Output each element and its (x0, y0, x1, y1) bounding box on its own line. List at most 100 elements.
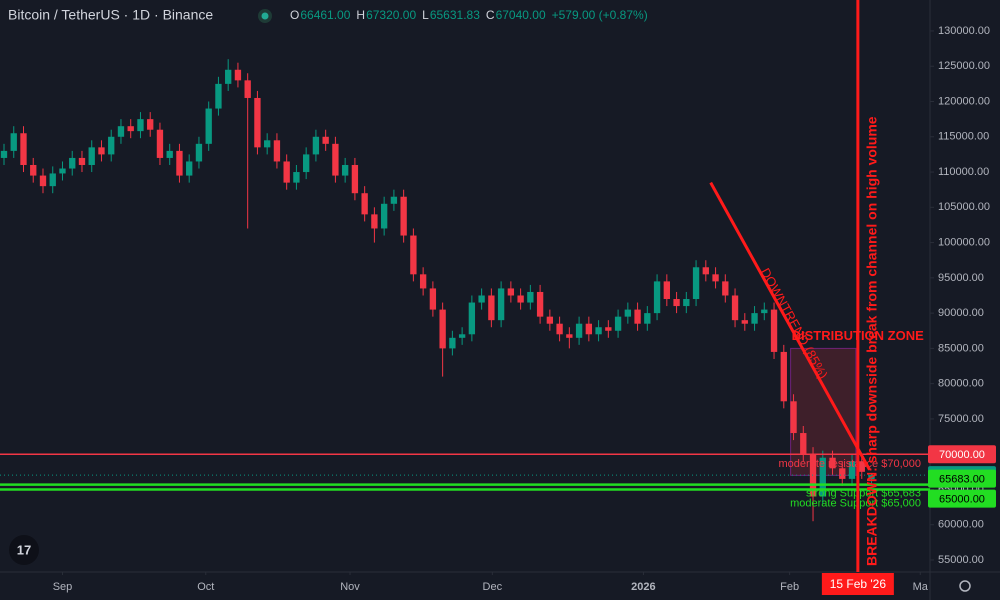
candle-body (692, 267, 700, 300)
candle-body (264, 140, 271, 148)
event-badge-label: 15 Feb '26 (830, 577, 887, 591)
candle-body (341, 164, 349, 176)
candle-body (39, 175, 47, 187)
candle-body (254, 97, 261, 148)
candle-body (497, 288, 505, 321)
candle-body (371, 214, 378, 229)
tv-logo: 17 (9, 535, 39, 565)
price-badge (928, 489, 996, 508)
candle-body (829, 457, 836, 469)
candle-body (780, 351, 787, 402)
y-tick-label: 55000.00 (938, 554, 984, 566)
candle-body (731, 295, 739, 321)
event-badge (821, 573, 894, 595)
ohlc-value: 65631.83 (430, 8, 480, 22)
candle-body (702, 267, 709, 275)
candle-body (88, 147, 95, 165)
y-tick-label: 110000.00 (938, 166, 989, 178)
price-badge-label: 70000.00 (939, 449, 985, 461)
candle-body (59, 168, 66, 174)
y-tick-label: 125000.00 (938, 60, 990, 72)
candle-body (166, 150, 173, 158)
candle-body (429, 288, 437, 310)
candle-body (575, 323, 583, 338)
candle-body (283, 161, 290, 183)
candle-body (302, 154, 310, 173)
candle-body (186, 161, 193, 176)
candle-body (390, 196, 398, 204)
candle-body (468, 302, 476, 335)
ohlc-letter: H (356, 8, 365, 22)
y-tick-label: 90000.00 (938, 307, 984, 319)
y-tick-label: 95000.00 (938, 272, 984, 284)
header: Bitcoin / TetherUS · 1D · Binance (8, 7, 272, 23)
candle-body (663, 281, 670, 300)
level-text: moderate Support $65,000 (790, 497, 921, 509)
candle-body (517, 295, 524, 303)
candle-body (644, 313, 651, 324)
candle-body (722, 281, 729, 296)
candle-body (156, 129, 164, 158)
price-badge-label: 65000.00 (939, 494, 985, 506)
event-text: BREAKDOWN: sharp downside break from cha… (864, 116, 880, 566)
candle-body (419, 274, 427, 289)
candle-body (556, 323, 563, 335)
candle-body (322, 136, 329, 144)
ohlc-letter: O (290, 8, 299, 22)
x-tick-label: Ma (913, 581, 929, 593)
candle-body (176, 150, 183, 176)
candle-body (78, 157, 86, 165)
candle-body (137, 119, 144, 132)
level-text: moderate resistance $70,000 (779, 458, 921, 470)
candle-body (653, 281, 661, 314)
candle-body (439, 309, 446, 349)
candle-body (215, 83, 222, 109)
candle-body (147, 119, 154, 130)
ohlc-letter: C (486, 8, 495, 22)
y-tick-label: 130000.00 (938, 25, 990, 37)
plot-area (0, 59, 930, 522)
price-badge (928, 445, 996, 464)
candle-body (98, 147, 105, 155)
candle-body (790, 401, 797, 434)
candle-body (293, 172, 300, 183)
ohlc-change: +579.00 (+0.87%) (552, 8, 648, 22)
candle-body (10, 133, 17, 151)
candle-body (770, 309, 778, 352)
candle-body (273, 140, 281, 162)
candle-body (507, 288, 515, 296)
candle-body (30, 164, 37, 176)
candle-body (839, 468, 846, 479)
candle-body (848, 461, 856, 479)
candle-body (614, 316, 622, 331)
y-tick-label: 115000.00 (938, 131, 989, 143)
candle-body (117, 126, 125, 137)
x-tick-label: Oct (197, 581, 214, 593)
candle-body (458, 334, 466, 338)
settings-icon[interactable] (959, 580, 971, 592)
candle-body (400, 196, 407, 236)
x-tick-label: 2026 (631, 581, 655, 593)
ohlc-value: 67040.00 (496, 8, 546, 22)
price-badge-label: 65683.00 (939, 474, 985, 486)
candle-body (683, 299, 690, 307)
candle-body (624, 309, 631, 317)
price-badge (928, 469, 996, 488)
candle-body (380, 203, 388, 229)
candle-body (585, 323, 593, 335)
candle-body (49, 173, 56, 187)
candle-body (488, 295, 495, 321)
candle-body (566, 334, 573, 338)
gear[interactable] (959, 580, 971, 592)
candle-body (449, 337, 456, 349)
candle-body (234, 69, 242, 81)
candle-body (761, 309, 768, 314)
x-tick-label: Feb (780, 581, 799, 593)
candle-body (20, 133, 27, 165)
y-tick-label: 85000.00 (938, 342, 984, 354)
x-tick-label: Sep (53, 581, 73, 593)
candle-body (712, 274, 719, 282)
candle-body (410, 235, 417, 275)
y-tick-label: 120000.00 (938, 95, 990, 107)
x-tick-label: Nov (340, 581, 360, 593)
